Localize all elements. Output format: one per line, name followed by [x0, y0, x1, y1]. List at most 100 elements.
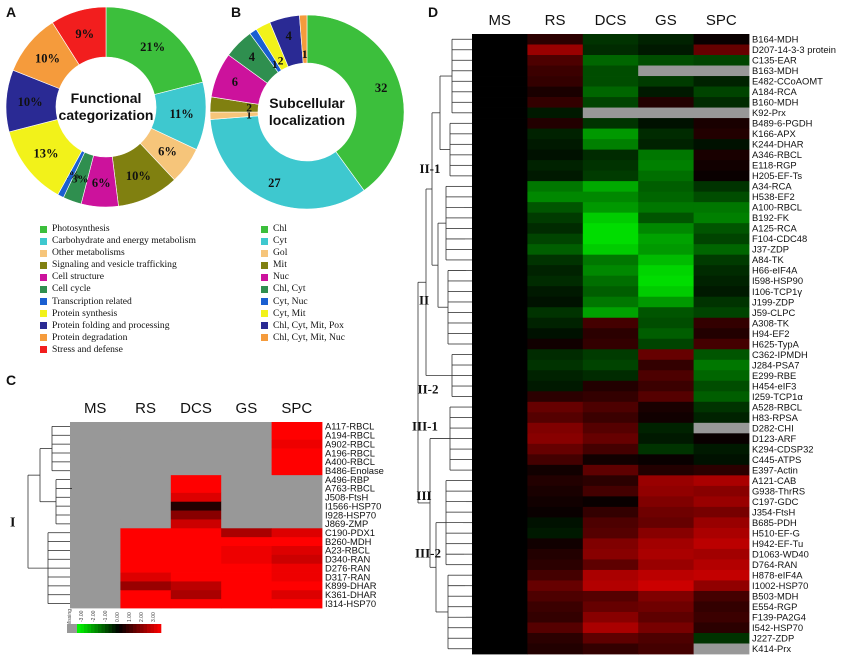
cell-e554-rgp-rs	[527, 601, 584, 613]
cell-h454-eif3-rs	[527, 380, 584, 392]
cell-j869-zmp-gs	[221, 519, 272, 529]
column-header-rs: RS	[545, 12, 566, 29]
cell-h94-ef2-gs	[638, 328, 694, 340]
color-scale-step	[84, 624, 88, 633]
cell-h538-ef2-dcs	[582, 191, 639, 203]
color-scale-step	[112, 624, 116, 633]
cell-d1063-wd40-ms	[472, 548, 528, 560]
cell-a23-rbcl-dcs	[170, 546, 222, 556]
cell-f104-cdc48-gs	[638, 233, 694, 245]
row-label-b685-pdh: B685-PDH	[752, 517, 797, 528]
color-scale-tick: -3.00	[79, 610, 85, 622]
cell-h625-typa-ms	[472, 338, 528, 350]
slice-label-carbohydrate-and-energy-metabolism: 11%	[170, 107, 194, 121]
cell-c197-gdc-gs	[638, 496, 694, 508]
cell-d764-ran-ms	[472, 559, 528, 571]
cluster-label-ii: II	[419, 292, 429, 307]
cell-j227-zdp-spc	[693, 632, 750, 644]
row-label-h878-eif4a: H878-eIF4A	[752, 569, 803, 580]
cell-i314-hsp70-spc	[271, 599, 323, 609]
cell-a125-rca-dcs	[582, 223, 639, 235]
cell-a196-rbcl-dcs	[170, 448, 222, 458]
cell-d1063-wd40-gs	[638, 548, 694, 560]
cell-b192-fk-ms	[472, 212, 528, 224]
color-scale-tick: 0.00	[115, 612, 121, 622]
row-label-i259-tcp1: I259-TCP1α	[752, 391, 803, 402]
cell-d317-ran-dcs	[170, 572, 222, 582]
cell-e118-rgp-gs	[638, 160, 694, 172]
row-label-a34-rca: A34-RCA	[752, 181, 792, 192]
cell-k414-prx-gs	[638, 643, 694, 655]
cell-a346-rbcl-spc	[693, 149, 750, 161]
cell-d282-chi-gs	[638, 422, 694, 434]
cell-h83-rpsa-gs	[638, 412, 694, 424]
legend-label: Cyt, Mit	[273, 307, 306, 319]
cell-a902-rbcl-gs	[221, 439, 272, 449]
cell-b503-mdh-dcs	[582, 590, 639, 602]
slice-label-chl-cyt-mit-nuc: 1	[302, 49, 308, 61]
cell-a496-rbp-gs	[221, 475, 272, 485]
color-scale-tick: 1.00	[127, 612, 133, 622]
cell-j869-zmp-ms	[70, 519, 121, 529]
legend-item-signaling-and-vesicle-trafficking: Signaling and vesicle trafficking	[40, 259, 196, 271]
cell-c135-ear-spc	[693, 55, 750, 66]
cell-h66-eif4a-ms	[472, 265, 528, 277]
cell-e118-rgp-spc	[693, 160, 750, 172]
cell-k166-apx-gs	[638, 128, 694, 140]
legend-label: Transcription related	[52, 295, 132, 307]
cell-i542-hsp70-spc	[693, 622, 750, 634]
cell-a100-rbcl-ms	[472, 202, 528, 214]
cell-b160-mdh-rs	[527, 97, 584, 108]
color-scale-tick: -1.00	[103, 610, 109, 622]
legend-subcellular-locations: Chl Cyt Gol Mit Nuc Chl, Cyt Cyt, Nuc Cyt, Mit C…	[261, 223, 345, 344]
cell-e482-ccoaomt-ms	[472, 76, 528, 87]
row-label-j199-zdp: J199-ZDP	[752, 296, 794, 307]
slice-cyt	[209, 115, 365, 210]
cell-e397-actin-rs	[527, 464, 584, 476]
cell-a100-rbcl-gs	[638, 202, 694, 214]
cell-k92-prx-gs	[638, 107, 694, 119]
cell-h454-eif3-gs	[638, 380, 694, 392]
legend-item-chl-cyt: Chl, Cyt	[261, 283, 345, 295]
color-scale-step	[147, 624, 151, 633]
cell-k294-cdsp32-ms	[472, 443, 528, 455]
cell-g938-thrrs-rs	[527, 485, 584, 497]
row-label-a84-tk: A84-TK	[752, 254, 785, 265]
row-label-k244-dhar: K244-DHAR	[752, 139, 804, 150]
legend-swatch	[261, 237, 268, 245]
legend-item-gol: Gol	[261, 247, 345, 259]
legend-label: Protein degradation	[52, 331, 128, 343]
cell-h538-ef2-ms	[472, 191, 528, 203]
row-label-k166-apx: K166-APX	[752, 128, 797, 139]
cell-j199-zdp-dcs	[582, 296, 639, 308]
legend-label: Stress and defense	[52, 343, 123, 355]
cell-d340-ran-spc	[271, 554, 323, 565]
cell-b192-fk-rs	[527, 212, 584, 224]
cell-a23-rbcl-spc	[271, 546, 323, 556]
cell-k414-prx-ms	[472, 643, 528, 655]
cell-a100-rbcl-rs	[527, 202, 584, 214]
cell-k899-dhar-spc	[271, 581, 323, 591]
panel-label-b: B	[231, 4, 241, 20]
cell-a763-rbcl-rs	[120, 484, 172, 494]
cell-j284-psa7-ms	[472, 359, 528, 371]
cell-d1063-wd40-dcs	[582, 548, 639, 560]
cell-k244-dhar-spc	[693, 139, 750, 150]
cell-i314-hsp70-rs	[120, 599, 172, 609]
row-label-a528-rbcl: A528-RBCL	[752, 401, 802, 412]
cell-a184-rca-gs	[638, 86, 694, 98]
cell-b486-enolase-dcs	[170, 466, 222, 476]
cell-d276-ran-spc	[271, 563, 323, 573]
cell-a346-rbcl-dcs	[582, 149, 639, 161]
legend-item-protein-degradation: Protein degradation	[40, 332, 196, 344]
cell-h205-ef-ts-rs	[527, 170, 584, 182]
row-label-c190-pdx1: C190-PDX1	[325, 527, 375, 538]
slice-label-cyt: 27	[268, 176, 281, 190]
cell-a34-rca-rs	[527, 181, 584, 193]
cell-d207-14-3-3-protein-spc	[693, 44, 750, 56]
slice-chl-cyt-mit-nuc	[299, 14, 308, 64]
legend-label: Protein synthesis	[52, 307, 118, 319]
cell-a84-tk-ms	[472, 254, 528, 266]
color-scale-tick: 3.00	[151, 612, 157, 622]
cell-a34-rca-gs	[638, 181, 694, 193]
